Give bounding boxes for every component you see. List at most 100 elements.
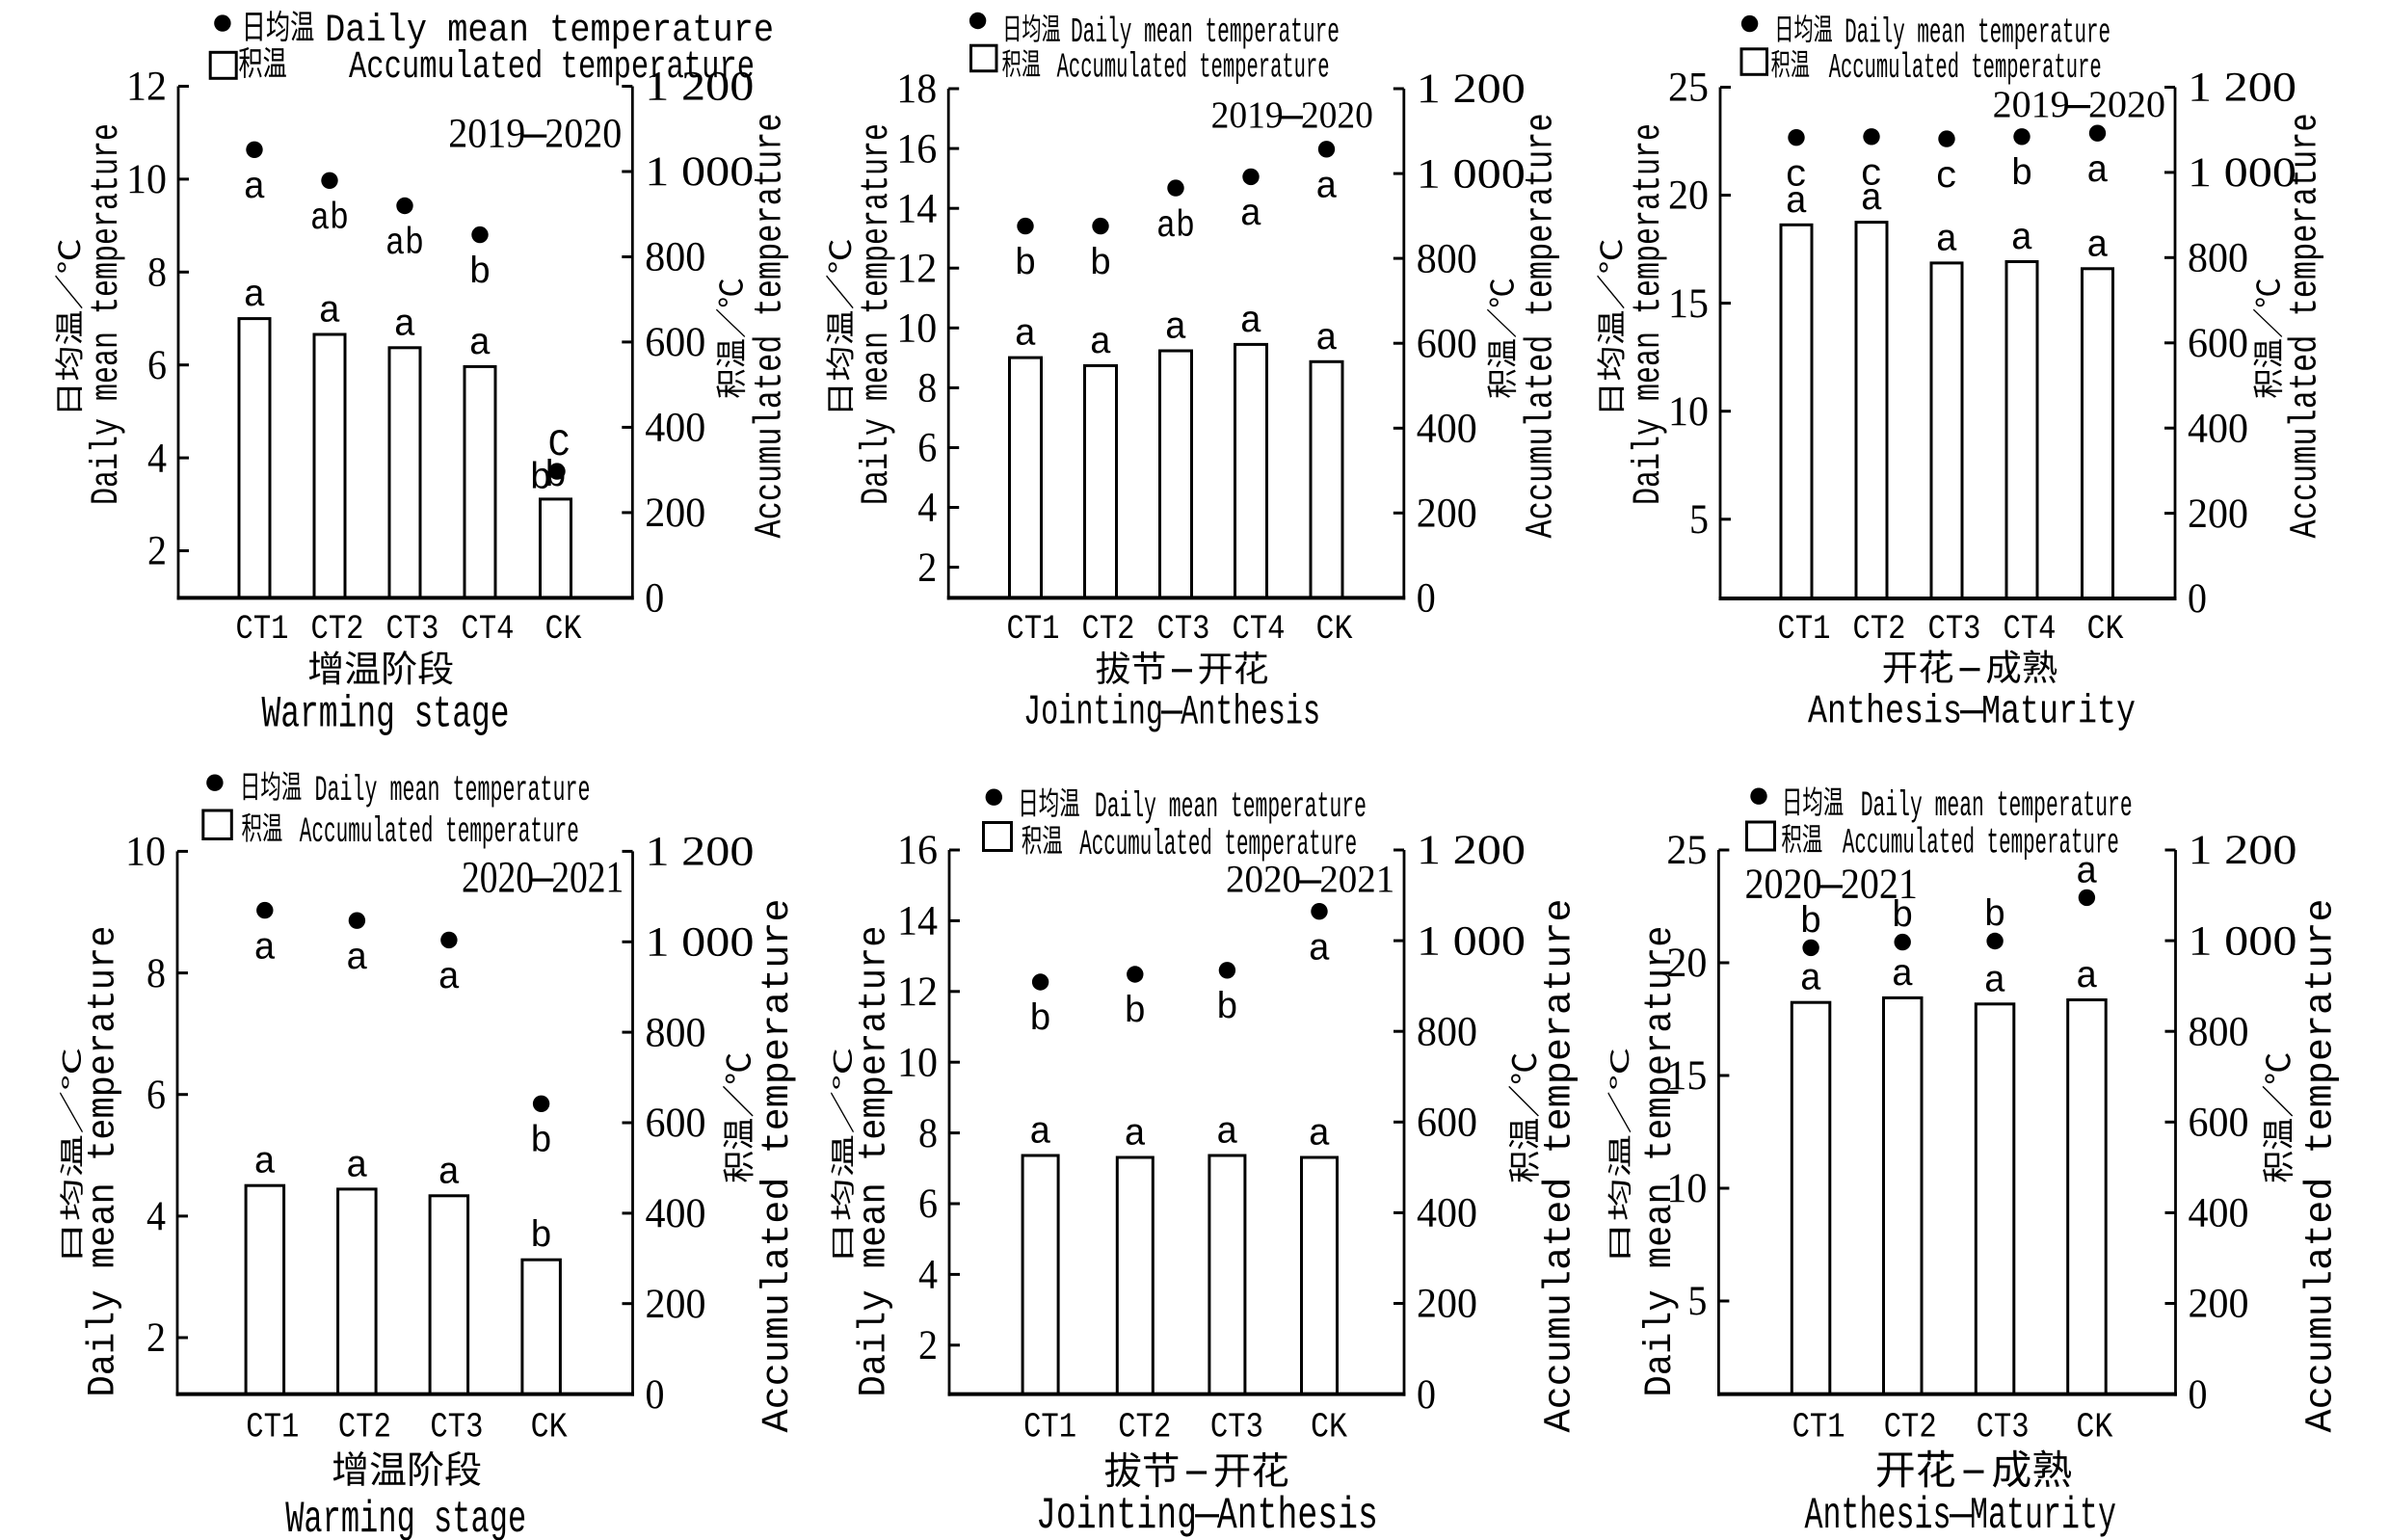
svg-text:CT3: CT3 bbox=[1928, 610, 1981, 649]
svg-text:c: c bbox=[1785, 154, 1807, 197]
svg-text:CT2: CT2 bbox=[338, 1407, 391, 1447]
svg-text:a: a bbox=[346, 1145, 368, 1187]
svg-text:CT4: CT4 bbox=[462, 610, 515, 649]
svg-text:2: 2 bbox=[146, 1315, 166, 1361]
svg-text:Accumulated temperature: Accumulated temperature bbox=[349, 46, 755, 90]
svg-text:a: a bbox=[468, 323, 491, 365]
svg-text:a: a bbox=[318, 291, 340, 333]
svg-text:10: 10 bbox=[897, 1040, 938, 1085]
svg-text:4: 4 bbox=[147, 436, 167, 481]
svg-text:2020: 2020 bbox=[1226, 858, 1301, 901]
svg-text:2020: 2020 bbox=[544, 111, 622, 156]
svg-text:600: 600 bbox=[1417, 1101, 1477, 1146]
svg-text:200: 200 bbox=[2189, 1282, 2249, 1327]
svg-text:a: a bbox=[1308, 928, 1330, 970]
svg-text:12: 12 bbox=[126, 65, 167, 110]
svg-text:a: a bbox=[253, 1142, 276, 1184]
svg-text:CT1: CT1 bbox=[1007, 610, 1060, 649]
svg-text:a: a bbox=[243, 167, 265, 209]
svg-text:a: a bbox=[1984, 960, 2006, 1002]
svg-text:a: a bbox=[1164, 307, 1186, 350]
svg-text:10: 10 bbox=[1666, 1166, 1707, 1211]
svg-text:Daily mean temperature: Daily mean temperature bbox=[315, 771, 591, 811]
svg-text:0: 0 bbox=[2189, 1372, 2208, 1418]
svg-text:800: 800 bbox=[2189, 1009, 2249, 1054]
svg-text:CK: CK bbox=[531, 1407, 568, 1447]
svg-text:800: 800 bbox=[645, 235, 705, 280]
svg-text:c: c bbox=[1860, 154, 1882, 197]
svg-text:b: b bbox=[468, 252, 491, 294]
svg-text:Accumulated temperature: Accumulated temperature bbox=[1079, 825, 1357, 865]
svg-text:2: 2 bbox=[917, 545, 937, 591]
svg-text:4: 4 bbox=[917, 486, 937, 531]
svg-text:CT2: CT2 bbox=[1853, 610, 1906, 649]
svg-text:Daily mean temperature: Daily mean temperature bbox=[83, 926, 126, 1397]
svg-text:CK: CK bbox=[2076, 1408, 2112, 1447]
svg-text:4: 4 bbox=[146, 1194, 166, 1239]
svg-text:600: 600 bbox=[2188, 321, 2248, 366]
svg-text:CT4: CT4 bbox=[1233, 610, 1286, 649]
svg-text:CK: CK bbox=[1316, 610, 1353, 649]
svg-text:Daily mean temperature: Daily mean temperature bbox=[1628, 123, 1671, 505]
svg-text:Anthesis: Anthesis bbox=[1217, 1491, 1378, 1540]
svg-text:Jointing: Jointing bbox=[1036, 1491, 1197, 1540]
svg-text:CT3: CT3 bbox=[1210, 1408, 1263, 1447]
svg-text:0: 0 bbox=[1417, 576, 1436, 622]
svg-text:CT3: CT3 bbox=[1977, 1408, 2030, 1447]
svg-text:a: a bbox=[438, 1152, 460, 1194]
svg-text:800: 800 bbox=[646, 1010, 706, 1055]
svg-text:CT4: CT4 bbox=[2004, 610, 2057, 649]
svg-text:ab: ab bbox=[310, 198, 349, 240]
svg-text:a: a bbox=[1315, 318, 1338, 360]
svg-text:Accumulated temperature: Accumulated temperature bbox=[2285, 114, 2328, 539]
svg-text:CT2: CT2 bbox=[1884, 1408, 1937, 1447]
svg-text:16: 16 bbox=[897, 828, 938, 873]
svg-text:15: 15 bbox=[1666, 1053, 1707, 1099]
svg-text:CT3: CT3 bbox=[1157, 610, 1210, 649]
svg-text:b: b bbox=[544, 455, 567, 497]
svg-text:a: a bbox=[1892, 954, 1914, 996]
svg-text:ab: ab bbox=[385, 223, 424, 265]
svg-text:400: 400 bbox=[1417, 407, 1477, 452]
svg-text:CT2: CT2 bbox=[311, 610, 364, 649]
svg-text:a: a bbox=[2010, 218, 2032, 260]
svg-text:CT2: CT2 bbox=[1118, 1408, 1171, 1447]
svg-text:20: 20 bbox=[1666, 941, 1707, 986]
svg-text:a: a bbox=[393, 304, 415, 346]
svg-text:b: b bbox=[530, 1121, 552, 1163]
svg-text:b: b bbox=[529, 458, 551, 500]
svg-text:b: b bbox=[2010, 154, 2032, 197]
svg-text:Accumulated temperature: Accumulated temperature bbox=[750, 114, 793, 539]
svg-text:18: 18 bbox=[896, 66, 937, 112]
svg-text:CT1: CT1 bbox=[1023, 1408, 1076, 1447]
svg-text:800: 800 bbox=[1417, 236, 1477, 281]
svg-text:400: 400 bbox=[645, 406, 705, 451]
svg-text:a: a bbox=[1029, 1112, 1051, 1155]
svg-text:600: 600 bbox=[1417, 321, 1477, 366]
svg-text:CT1: CT1 bbox=[236, 610, 289, 649]
svg-text:c: c bbox=[1935, 156, 1957, 199]
svg-text:12: 12 bbox=[897, 969, 938, 1015]
svg-text:Daily mean temperature: Daily mean temperature bbox=[856, 123, 899, 505]
svg-text:a: a bbox=[1089, 322, 1111, 364]
svg-text:Warming stage: Warming stage bbox=[285, 1494, 526, 1540]
svg-text:2: 2 bbox=[918, 1323, 938, 1368]
svg-text:1 000: 1 000 bbox=[646, 920, 755, 966]
svg-text:600: 600 bbox=[646, 1101, 706, 1146]
svg-text:Daily mean temperature: Daily mean temperature bbox=[86, 123, 129, 505]
svg-text:b: b bbox=[1089, 243, 1111, 285]
svg-text:Daily mean temperature: Daily mean temperature bbox=[1845, 13, 2110, 53]
svg-text:b: b bbox=[1029, 999, 1051, 1042]
svg-text:5: 5 bbox=[1689, 497, 1709, 543]
svg-text:a: a bbox=[1239, 301, 1261, 343]
svg-text:b: b bbox=[1124, 992, 1146, 1034]
svg-text:Daily mean temperature: Daily mean temperature bbox=[1639, 926, 1683, 1397]
svg-text:a: a bbox=[1124, 1114, 1146, 1156]
svg-text:a: a bbox=[438, 957, 460, 999]
svg-text:2019: 2019 bbox=[448, 111, 525, 156]
svg-text:16: 16 bbox=[896, 126, 937, 172]
svg-text:12: 12 bbox=[896, 246, 937, 291]
svg-text:a: a bbox=[253, 927, 276, 969]
svg-text:1 200: 1 200 bbox=[2188, 66, 2296, 111]
svg-text:Daily mean temperature: Daily mean temperature bbox=[1861, 786, 2133, 827]
